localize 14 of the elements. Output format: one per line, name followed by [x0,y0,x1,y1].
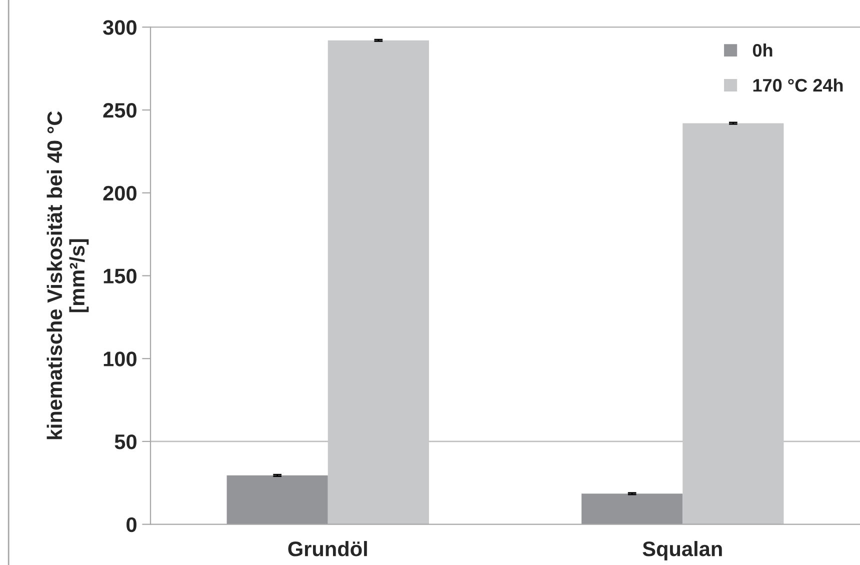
y-tick-label: 100 [104,352,136,366]
x-tick-label: Grundöl [288,540,367,556]
legend-label: 0h [752,43,772,57]
legend-label: 170 °C 24h [753,78,843,92]
y-tick-label: 200 [103,186,136,201]
y-tick-label: 50 [114,434,136,450]
y-tick-label: 300 [103,20,136,35]
y-tick-label: 250 [103,102,136,118]
y-tick-label: 0 [126,517,136,532]
y-tick-label: 150 [104,268,136,284]
bar [582,494,683,524]
x-tick-label: Squalan [642,540,722,560]
bar [226,475,328,524]
y-axis-title: kinematische Viskosität bei 40 °C [mm²/s] [46,111,89,440]
